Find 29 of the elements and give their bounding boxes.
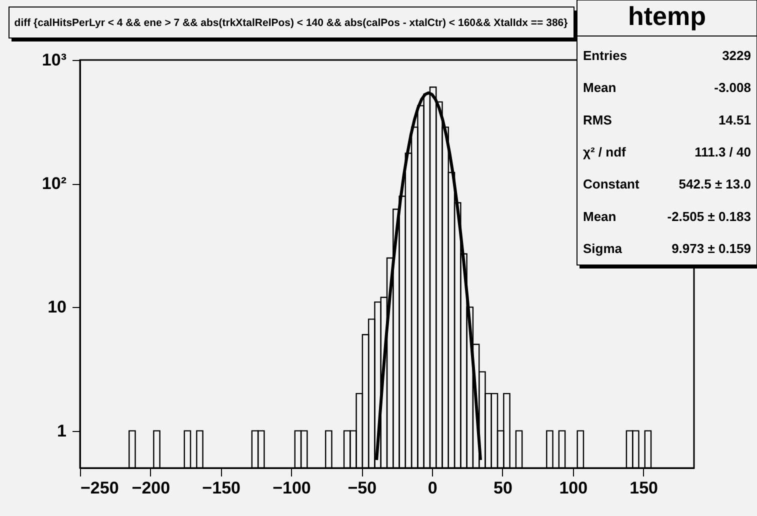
- y-tick-label: 1: [57, 421, 66, 440]
- text: 3229: [722, 48, 751, 64]
- text: 111.3 / 40: [694, 144, 751, 160]
- annotation: 9.973 ± 0.159: [672, 240, 751, 256]
- text: -3.008: [714, 80, 751, 96]
- annotation: -2.505 ± 0.183: [667, 208, 751, 224]
- annotation: RMS: [583, 112, 612, 128]
- annotation: χ² / ndf: [583, 144, 627, 160]
- x-tick-label: −200: [132, 478, 170, 498]
- x-tick-label: 0: [428, 478, 438, 498]
- x-tick-label: −100: [272, 478, 311, 498]
- x-tick-label: −250: [80, 478, 119, 498]
- annotation: Entries: [583, 48, 628, 64]
- annotation: Constant: [583, 176, 640, 192]
- x-tick-label: −150: [202, 478, 240, 498]
- x-tick-label: 50: [494, 478, 512, 498]
- x-tick-label: 150: [630, 478, 658, 498]
- x-tick-label: −50: [348, 478, 377, 498]
- x-tick-label: 100: [559, 478, 588, 498]
- text: 14.51: [718, 112, 751, 128]
- text: htemp: [628, 1, 706, 31]
- annotation: Sigma: [583, 240, 623, 256]
- annotation: Mean: [583, 80, 616, 96]
- y-tick-label: 10³: [42, 50, 67, 70]
- annotation: Mean: [583, 208, 616, 224]
- chart-title: diff {calHitsPerLyr < 4 && ene > 7 && abs(trkXtalRelPos) < 140 && abs(calPos - xtalCtr) < 160&& XtalIdx == 386}: [14, 17, 568, 29]
- annotation: 542.5 ± 13.0: [678, 176, 751, 192]
- y-tick-label: 10²: [42, 174, 67, 194]
- y-tick-label: 10: [48, 298, 66, 317]
